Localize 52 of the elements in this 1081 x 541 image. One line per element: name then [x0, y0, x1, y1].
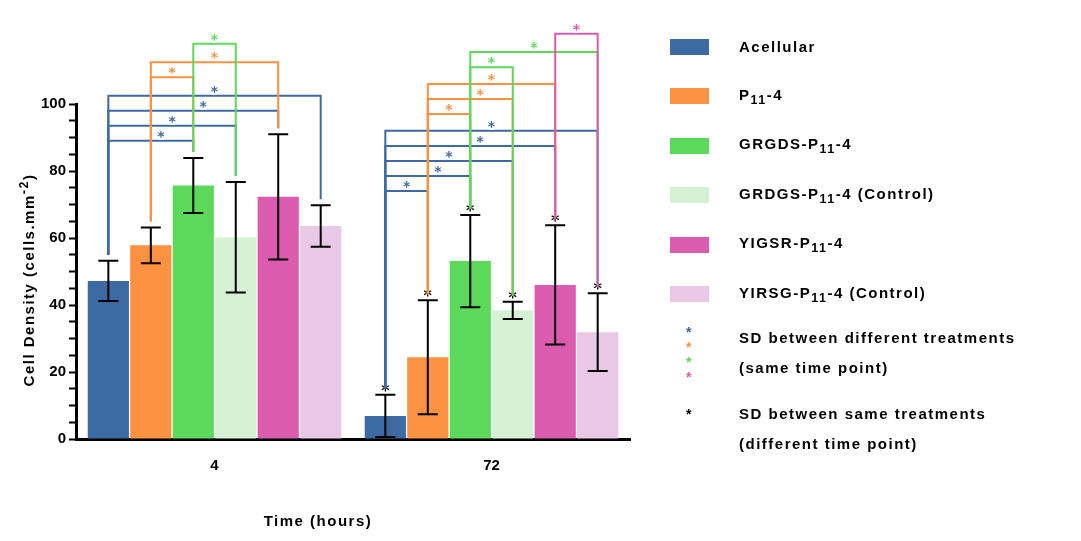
annotation: * [434, 163, 443, 180]
legend-label: GRGDS-P$_{11}$-4 [739, 135, 853, 157]
annotation: * [445, 147, 454, 164]
text: * [686, 354, 693, 370]
y-tick-label: 60 [49, 228, 67, 246]
text: * [572, 20, 581, 37]
bar [87, 280, 129, 439]
text: * [686, 324, 693, 340]
legend-label: Acellular [739, 38, 816, 56]
text: * [168, 64, 177, 81]
y-tick-label: 0 [57, 429, 67, 447]
text: * [686, 406, 693, 422]
bar [577, 332, 619, 439]
text: * [210, 49, 219, 66]
text: SD between same treatments (different time point) [739, 404, 988, 454]
x-tick-label: 72 [483, 456, 500, 474]
text: * [210, 30, 219, 47]
annotation: * [199, 97, 208, 114]
text: * [487, 54, 496, 71]
x-axis-title: Time (hours) [263, 511, 373, 529]
y-tick-label: 20 [49, 362, 67, 380]
bar [364, 415, 406, 439]
text: * [686, 339, 693, 355]
y-tick-label: 80 [49, 161, 67, 179]
text: * [476, 85, 485, 102]
bar [534, 284, 576, 439]
y-tick-label: 40 [49, 295, 67, 313]
legend-label: YIGSR-P$_{11}$-4 [739, 234, 844, 256]
annotation: * [445, 101, 454, 118]
annotation: * [157, 127, 166, 144]
text: SD between different treatments (same time point) [739, 328, 1017, 378]
bar [130, 245, 172, 439]
text: * [686, 369, 693, 385]
bar [492, 310, 534, 439]
bar [300, 225, 342, 439]
legend-label: P$_{11}$-4 [739, 85, 784, 107]
annotation: * [168, 112, 177, 129]
text: * [210, 82, 219, 99]
text: * [530, 39, 539, 56]
bar [215, 237, 257, 439]
annotation: * [487, 117, 496, 134]
bar [172, 185, 214, 439]
text: * [487, 70, 496, 87]
x-tick-label: 4 [210, 456, 220, 474]
bar [257, 196, 299, 439]
annotation: * [476, 132, 485, 149]
y-tick-label: 100 [41, 94, 67, 112]
legend-label: GRDGS-P$_{11}$-4 (Control) [739, 184, 935, 206]
annotation: * [402, 178, 411, 195]
legend-label: YIRSG-P$_{11}$-4 (Control) [739, 283, 927, 305]
bar [407, 357, 449, 439]
bar [449, 261, 491, 439]
